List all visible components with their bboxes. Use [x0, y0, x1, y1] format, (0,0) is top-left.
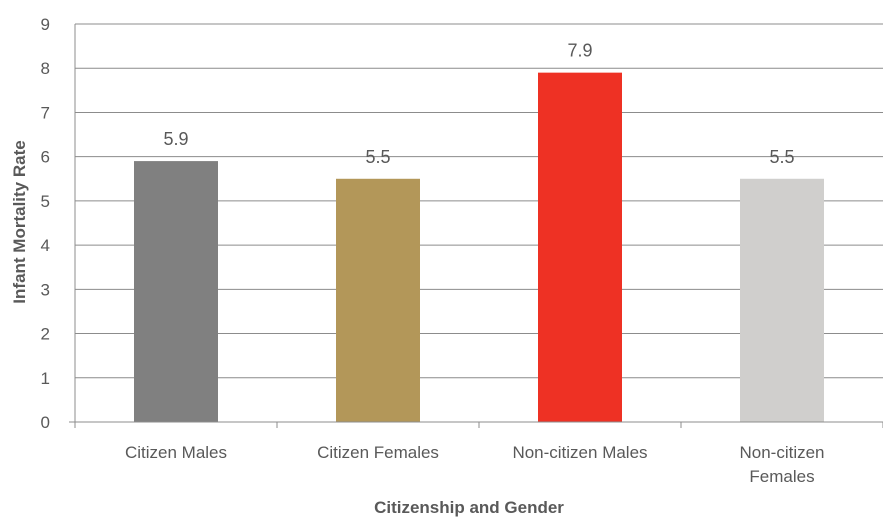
- bar: [134, 161, 218, 423]
- x-tick-label: Citizen Males: [125, 443, 227, 462]
- bar: [740, 178, 824, 422]
- x-axis: [69, 24, 883, 428]
- y-tick-label: 6: [41, 148, 50, 167]
- bars: [134, 72, 824, 423]
- bar: [336, 178, 420, 422]
- y-tick-label: 8: [41, 59, 50, 78]
- y-tick-label: 2: [41, 325, 50, 344]
- x-tick-label: Females: [749, 467, 814, 486]
- y-tick-label: 5: [41, 192, 50, 211]
- y-tick-label: 1: [41, 369, 50, 388]
- y-tick-label: 4: [41, 236, 50, 255]
- y-tick-label: 3: [41, 280, 50, 299]
- data-label: 5.5: [365, 147, 390, 167]
- bar: [538, 72, 622, 423]
- data-labels: 5.9 5.5 7.9 5.5: [163, 41, 794, 167]
- x-tick-label: Citizen Females: [317, 443, 439, 462]
- data-label: 5.5: [769, 147, 794, 167]
- y-tick-label: 0: [41, 413, 50, 432]
- data-label: 7.9: [567, 41, 592, 61]
- x-tick-label: Non-citizen: [739, 443, 824, 462]
- data-label: 5.9: [163, 129, 188, 149]
- y-tick-label: 7: [41, 103, 50, 122]
- y-axis-title: Infant Mortality Rate: [10, 140, 29, 303]
- y-axis-ticks: 0 1 2 3 4 5 6 7 8 9: [41, 15, 50, 432]
- x-axis-title: Citizenship and Gender: [374, 498, 564, 517]
- x-axis-tick-labels: Citizen Males Citizen Females Non-citizen …: [125, 443, 825, 486]
- y-tick-label: 9: [41, 15, 50, 34]
- x-tick-label: Non-citizen Males: [512, 443, 647, 462]
